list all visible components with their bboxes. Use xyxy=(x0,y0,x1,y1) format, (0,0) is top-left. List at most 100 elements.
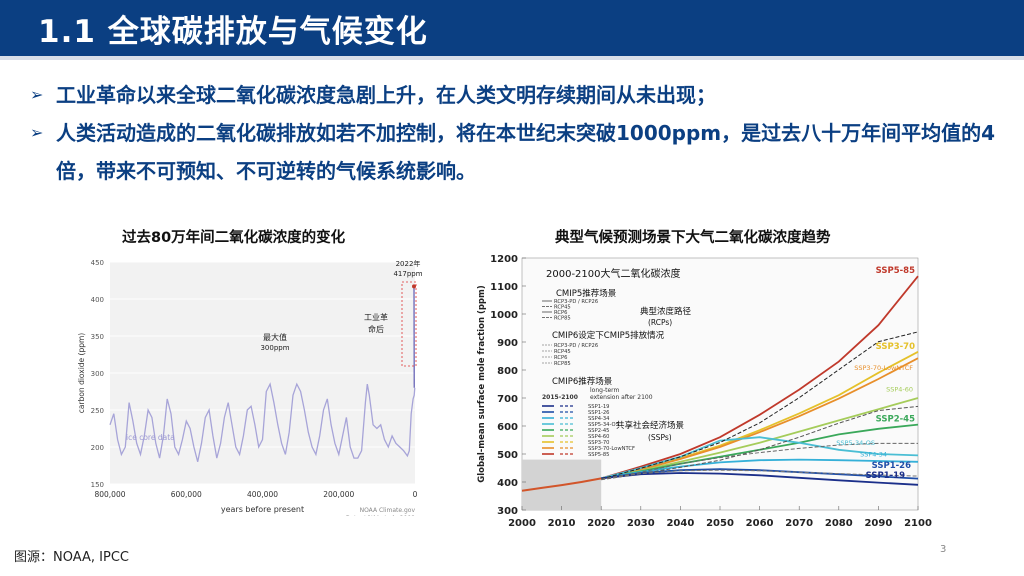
end-label-ssp1-26: SSP1-26 xyxy=(872,461,911,471)
bullet-item-1: ➢ 工业革命以来全球二氧化碳浓度急剧上升，在人类文明存续期间从未出现； xyxy=(30,76,1010,114)
annotation-rcp-abbr: (RCPs) xyxy=(648,318,672,327)
bullet-item-2: ➢ 人类活动造成的二氧化碳排放如若不加控制，将在本世纪末突破1000ppm，是过… xyxy=(30,114,1010,190)
annotation-industrial: 工业革 xyxy=(364,312,388,322)
bullet-list: ➢ 工业革命以来全球二氧化碳浓度急剧上升，在人类文明存续期间从未出现； ➢ 人类… xyxy=(30,76,1010,190)
end-label-ssp3-70: SSP3-70 xyxy=(876,342,915,352)
header-accent xyxy=(0,56,1024,60)
x-tick-label: 800,000 xyxy=(94,490,125,499)
bullet-text-1: 工业革命以来全球二氧化碳浓度急剧上升，在人类文明存续期间从未出现； xyxy=(56,83,716,107)
x-tick-label: 200,000 xyxy=(323,490,354,499)
annotation-extension: extension after 2100 xyxy=(590,394,653,401)
header-bar xyxy=(0,0,1024,56)
annotation-2022: 2022年 xyxy=(396,259,421,268)
arrow-icon: ➢ xyxy=(30,123,44,142)
rcp-legend-label: RCP6 xyxy=(554,310,567,316)
annotation-rcp-name: 典型浓度路径 xyxy=(640,306,692,317)
chart1-title: 过去80万年间二氧化碳浓度的变化 xyxy=(122,230,346,246)
y-tick-label: 150 xyxy=(91,481,104,489)
chart-co2-scenarios: 300 400 500 600 700 800 900 1000 1100 1200 2000 201… xyxy=(477,254,932,529)
rcp-cmip6-legend-label: RCP45 xyxy=(554,349,571,355)
credit-line-2: Data: Lüthi et al., 2008 xyxy=(346,515,415,516)
end-label-ssp5-34-os: SSP5-34-OS xyxy=(836,439,875,447)
x-tick-label: 2020 xyxy=(587,518,615,529)
source-note: 图源：NOAA, IPCC xyxy=(14,550,129,565)
highlight-box xyxy=(401,281,417,367)
y-tick-label: 300 xyxy=(91,370,104,378)
annotation-max-value: 300ppm xyxy=(260,344,289,352)
series-line-ssp4-60 xyxy=(601,397,919,480)
ssp-legend-label: SSP1-19 xyxy=(588,404,610,410)
end-label-ssp2-45: SSP2-45 xyxy=(876,415,915,425)
y-tick-label: 500 xyxy=(497,450,518,461)
ssp-legend-label: SSP5-34-OS xyxy=(588,422,619,428)
series-line-rcp6-0 xyxy=(601,405,919,481)
ice-core-series-line xyxy=(109,382,416,462)
end-label-ssp3-70-lowntcf: SSP3-70-LowNTCF xyxy=(854,364,913,372)
y-tick-label: 200 xyxy=(91,444,104,452)
x-tick-label: 2010 xyxy=(548,518,576,529)
series-line-ssp4-34 xyxy=(601,458,919,480)
y-tick-label: 450 xyxy=(91,259,104,267)
x-axis-label: years before present xyxy=(221,505,304,514)
x-tick-label: 2050 xyxy=(706,518,734,529)
annotation-period: 2015-2100 xyxy=(542,394,578,401)
series-line-ssp1-19 xyxy=(601,472,919,486)
rcp-cmip6-legend-label: RCP3-PD / RCP26 xyxy=(554,343,598,349)
y-tick-label: 1200 xyxy=(490,254,518,265)
x-tick-label: 2040 xyxy=(666,518,694,529)
series-line-ssp3-70-lowntcf xyxy=(601,357,919,480)
x-tick-label: 2090 xyxy=(864,518,892,529)
x-tick-label: 0 xyxy=(413,490,418,499)
annotation-ssp-abbr: (SSPs) xyxy=(648,433,672,442)
series-line-rcp4-5 xyxy=(601,442,918,480)
ssp-legend-label: SSP4-34 xyxy=(588,416,610,422)
ssp-legend-label: SSP2-45 xyxy=(588,428,610,434)
rcp-cmip6-legend-label: RCP85 xyxy=(554,361,571,367)
arrow-icon: ➢ xyxy=(30,85,44,104)
y-tick-label: 350 xyxy=(91,333,104,341)
y-axis-label: Global-mean surface mole fraction (ppm) xyxy=(477,285,487,483)
ssp-legend-label: SSP4-60 xyxy=(588,434,610,440)
rcp-legend-label: RCP85 xyxy=(554,316,571,322)
annotation-ssp-name: 共享社会经济场景 xyxy=(616,420,684,431)
end-label-ssp4-34: SSP4-34 xyxy=(860,451,887,459)
y-tick-label: 400 xyxy=(497,478,518,489)
y-tick-label: 400 xyxy=(91,296,104,304)
current-value-point xyxy=(412,284,416,289)
bullet-text-2: 人类活动造成的二氧化碳排放如若不加控制，将在本世纪末突破1000ppm，是过去八… xyxy=(56,121,996,183)
ssp-legend-label: SSP5-85 xyxy=(588,452,610,458)
y-tick-label: 250 xyxy=(91,407,104,415)
series-line-ssp1-26 xyxy=(601,468,919,480)
annotation-max: 最大值 xyxy=(263,332,287,342)
chart2-title: 典型气候预测场景下大气二氧化碳浓度趋势 xyxy=(555,230,831,246)
x-tick-label: 2030 xyxy=(627,518,655,529)
annotation-long-term: long-term xyxy=(590,387,620,394)
rcp-legend-label: RCP45 xyxy=(554,305,571,311)
y-tick-label: 300 xyxy=(497,506,518,517)
end-label-ssp1-19: SSP1-19 xyxy=(866,471,905,481)
page-title: 1.1 全球碳排放与气候变化 xyxy=(38,14,428,50)
annotation-2022-value: 417ppm xyxy=(393,270,422,278)
annotation-main: 2000-2100大气二氧化碳浓度 xyxy=(546,267,681,280)
x-tick-label: 400,000 xyxy=(247,490,278,499)
x-tick-label: 2000 xyxy=(508,518,536,529)
historical-line xyxy=(521,477,602,492)
y-tick-label: 700 xyxy=(497,394,518,405)
y-tick-label: 1100 xyxy=(490,282,518,293)
ssp-legend-label: SSP3-70 xyxy=(588,440,610,446)
annotation-cmip6-cmip5: CMIP6设定下CMIP5排放情况 xyxy=(552,330,665,341)
chart-ice-core-co2: 150 200 250 300 350 400 450 800,000 600,000 400,0… xyxy=(77,259,423,516)
x-tick-label: 2070 xyxy=(785,518,813,529)
x-tick-label: 2080 xyxy=(825,518,853,529)
series-line-rcp8-5 xyxy=(601,331,919,480)
credit-line-1: NOAA Climate.gov xyxy=(360,507,416,514)
y-tick-label: 800 xyxy=(497,366,518,377)
y-tick-label: 1000 xyxy=(490,310,518,321)
y-tick-label: 900 xyxy=(497,338,518,349)
x-tick-label: 2100 xyxy=(904,518,932,529)
ssp-legend-label: SSP3-70-LowNTCF xyxy=(588,446,635,452)
end-label-ssp5-85: SSP5-85 xyxy=(876,266,915,276)
annotation-cmip5: CMIP5推荐场景 xyxy=(556,288,616,299)
x-tick-label: 2060 xyxy=(746,518,774,529)
rcp-legend-label: RCP3-PD / RCP26 xyxy=(554,299,598,305)
